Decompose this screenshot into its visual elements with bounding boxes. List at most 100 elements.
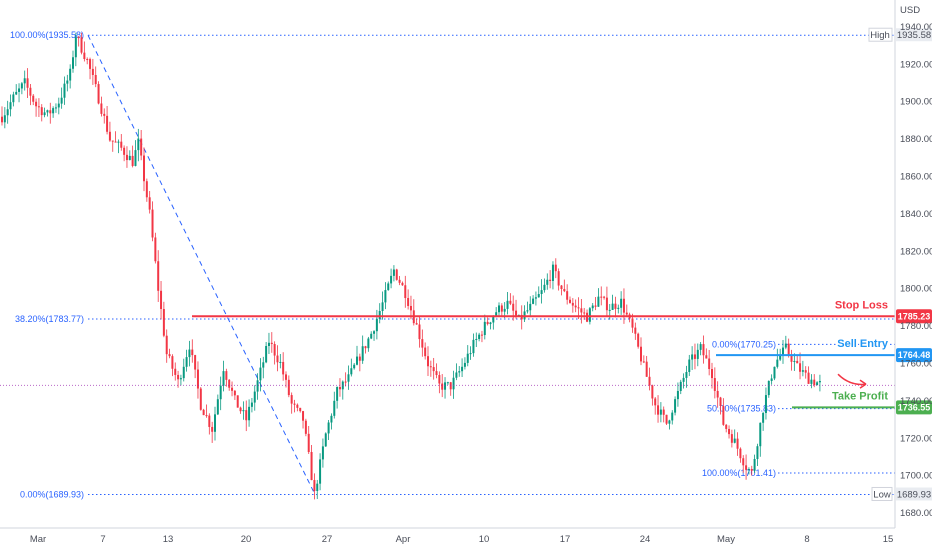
- high-tag-label: High: [870, 30, 890, 41]
- candle-up: [52, 108, 55, 114]
- candle-up: [384, 290, 387, 303]
- candle-down: [273, 343, 276, 356]
- price-tick-label: 1800.00: [900, 284, 932, 295]
- candle-down: [705, 355, 708, 359]
- candle-down: [583, 312, 586, 314]
- candle-up: [6, 109, 9, 116]
- candle-up: [591, 305, 594, 309]
- candle-up: [668, 420, 671, 424]
- candle-down: [160, 290, 163, 310]
- candle-down: [77, 37, 80, 39]
- candle-down: [654, 398, 657, 406]
- candle-up: [66, 80, 69, 84]
- candle-down: [730, 434, 733, 443]
- candle-down: [787, 343, 790, 355]
- level-name-1: Sell Entry: [837, 338, 889, 350]
- candle-up: [242, 410, 245, 412]
- level-value-1: 1764.48: [898, 350, 931, 360]
- candlesticks: [1, 32, 821, 500]
- candle-down: [401, 282, 404, 286]
- time-tick-label: 13: [163, 534, 174, 545]
- candle-up: [267, 342, 270, 346]
- candle-down: [580, 308, 583, 313]
- candle-down: [605, 297, 608, 311]
- candle-down: [631, 318, 634, 328]
- candle-up: [682, 377, 685, 382]
- high-tag: [868, 27, 893, 42]
- candle-up: [679, 381, 682, 391]
- candle-up: [674, 399, 677, 413]
- candle-up: [253, 391, 256, 403]
- candle-down: [642, 361, 645, 363]
- candle-down: [111, 140, 114, 142]
- arrow-shaft: [837, 373, 867, 386]
- candle-up: [128, 155, 131, 161]
- candle-down: [171, 356, 174, 369]
- candle-down: [154, 237, 157, 262]
- time-tick-label: Mar: [30, 534, 46, 545]
- price-tick-label: 1900.00: [900, 97, 932, 108]
- fib-label-100: 100.00%(1935.58): [10, 30, 84, 40]
- candle-down: [796, 360, 799, 364]
- candle-up: [793, 360, 796, 362]
- candle-up: [3, 115, 6, 123]
- candle-up: [770, 378, 773, 381]
- candle-up: [659, 409, 662, 415]
- candle-down: [713, 378, 716, 391]
- candle-down: [49, 110, 52, 114]
- candle-down: [427, 356, 429, 367]
- candle-down: [804, 370, 807, 373]
- candle-up: [608, 309, 611, 311]
- candle-down: [151, 209, 154, 238]
- candle-down: [500, 305, 503, 312]
- candle-down: [196, 369, 199, 389]
- candle-up: [265, 345, 268, 363]
- candle-down: [799, 363, 802, 372]
- candle-down: [245, 410, 248, 421]
- candle-up: [390, 275, 393, 284]
- price-tick-label: 1840.00: [900, 209, 932, 220]
- candle-up: [461, 366, 464, 372]
- candle-down: [26, 78, 29, 88]
- candle-down: [480, 334, 483, 336]
- price-tick-label: 1920.00: [900, 59, 932, 70]
- candle-down: [415, 323, 418, 325]
- candle-down: [174, 368, 177, 375]
- candle-down: [634, 327, 637, 334]
- candle-up: [57, 103, 60, 108]
- candle-up: [350, 368, 353, 375]
- candle-up: [60, 97, 63, 104]
- candle-down: [80, 37, 83, 53]
- candle-down: [1, 116, 3, 123]
- candle-up: [63, 83, 66, 98]
- candle-down: [745, 465, 748, 470]
- candle-up: [816, 382, 819, 386]
- low-tag-label: Low: [873, 489, 891, 500]
- price-tick-label: 1780.00: [900, 321, 932, 332]
- candle-up: [503, 308, 506, 312]
- candle-down: [125, 154, 128, 161]
- candle-up: [367, 338, 370, 349]
- candle-down: [233, 390, 236, 396]
- candle-down: [94, 74, 97, 85]
- candle-down: [168, 354, 171, 357]
- candle-up: [489, 322, 492, 325]
- candle-down: [594, 305, 597, 307]
- candle-up: [529, 303, 532, 311]
- candle-down: [577, 307, 580, 309]
- candle-up: [375, 318, 378, 332]
- candle-up: [446, 382, 449, 384]
- level-name-0: Stop Loss: [835, 299, 888, 311]
- candle-down: [716, 390, 719, 398]
- candle-down: [693, 354, 696, 359]
- candle-up: [182, 366, 185, 379]
- fib-small-label: 0.00%(1770.25): [712, 339, 776, 349]
- fib-trendline: [87, 34, 316, 495]
- candle-down: [407, 298, 410, 306]
- candle-down: [574, 305, 577, 308]
- candle-down: [557, 271, 560, 286]
- candle-down: [418, 324, 421, 340]
- candle-up: [691, 354, 694, 360]
- candle-up: [316, 483, 319, 491]
